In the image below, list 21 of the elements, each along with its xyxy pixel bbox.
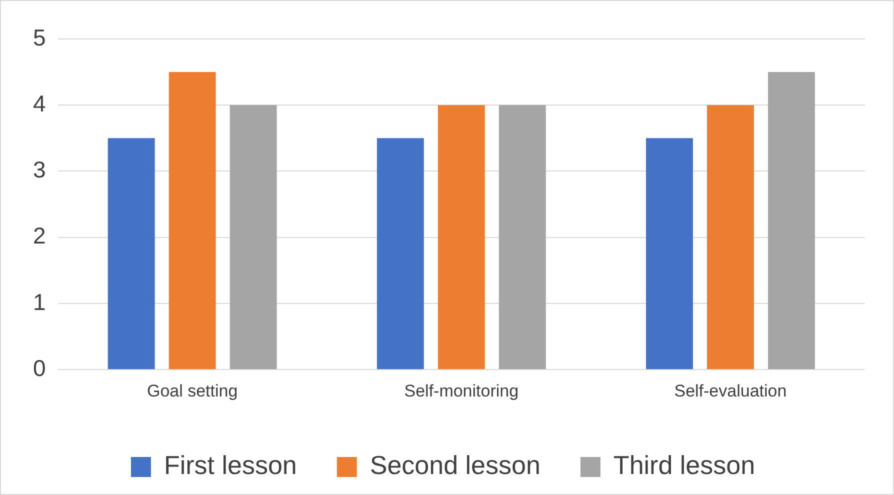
bar [706, 105, 754, 370]
x-tick-label: Self-monitoring [404, 381, 519, 400]
bar [498, 105, 546, 370]
x-tick-label: Self-evaluation [674, 381, 787, 400]
bar [230, 105, 277, 370]
bar [768, 72, 815, 370]
bar [168, 72, 216, 370]
y-tick-label: 4 [32, 90, 46, 116]
bar [108, 138, 155, 370]
bar [646, 138, 693, 370]
legend-label: Third lesson [613, 450, 756, 480]
x-tick-label: Goal setting [146, 381, 238, 400]
y-tick-label: 5 [32, 24, 46, 50]
y-tick-label: 1 [32, 288, 46, 315]
legend-label: Second lesson [370, 450, 540, 480]
y-tick-label: 0 [32, 354, 46, 381]
bar [376, 138, 424, 370]
bar [438, 105, 485, 370]
y-tick-label: 3 [32, 156, 46, 183]
legend-label: First lesson [164, 450, 297, 480]
y-tick-label: 2 [32, 222, 46, 249]
